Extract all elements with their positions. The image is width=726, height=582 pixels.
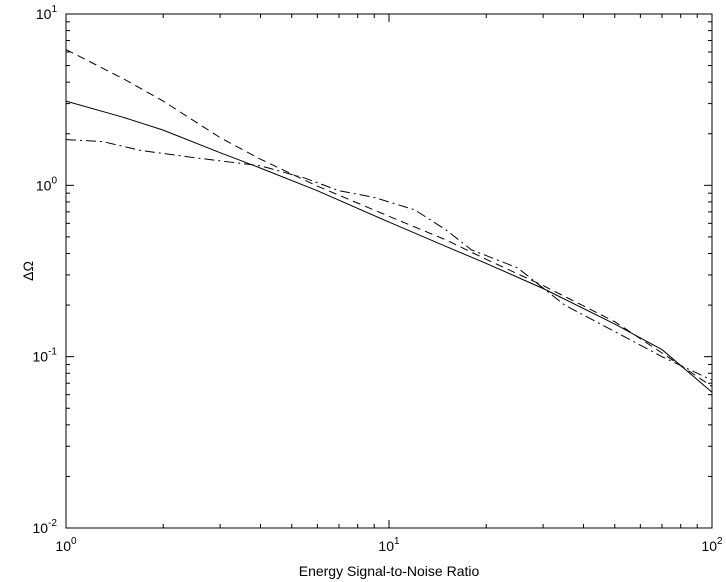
series-line-dashed [65, 49, 713, 387]
tick-labels: 100 101 102 10-2 10-1 100 101 [33, 4, 723, 554]
y-tick-label: 10-2 [33, 518, 58, 536]
x-tick-label: 102 [701, 536, 723, 554]
series-line-dashdot [65, 139, 713, 381]
x-tick-label: 101 [378, 536, 400, 554]
x-axis-label: Energy Signal-to-Noise Ratio [299, 563, 480, 579]
y-tick-label: 10-1 [33, 347, 58, 365]
y-tick-label: 101 [36, 4, 58, 22]
plot-area [65, 13, 713, 529]
x-tick-label: 100 [55, 536, 77, 554]
series-line-solid [65, 100, 713, 393]
y-axis-label: ΔΩ [20, 261, 36, 281]
axis-ticks [66, 14, 712, 528]
y-tick-label: 100 [36, 175, 58, 193]
series-layer [65, 49, 713, 393]
